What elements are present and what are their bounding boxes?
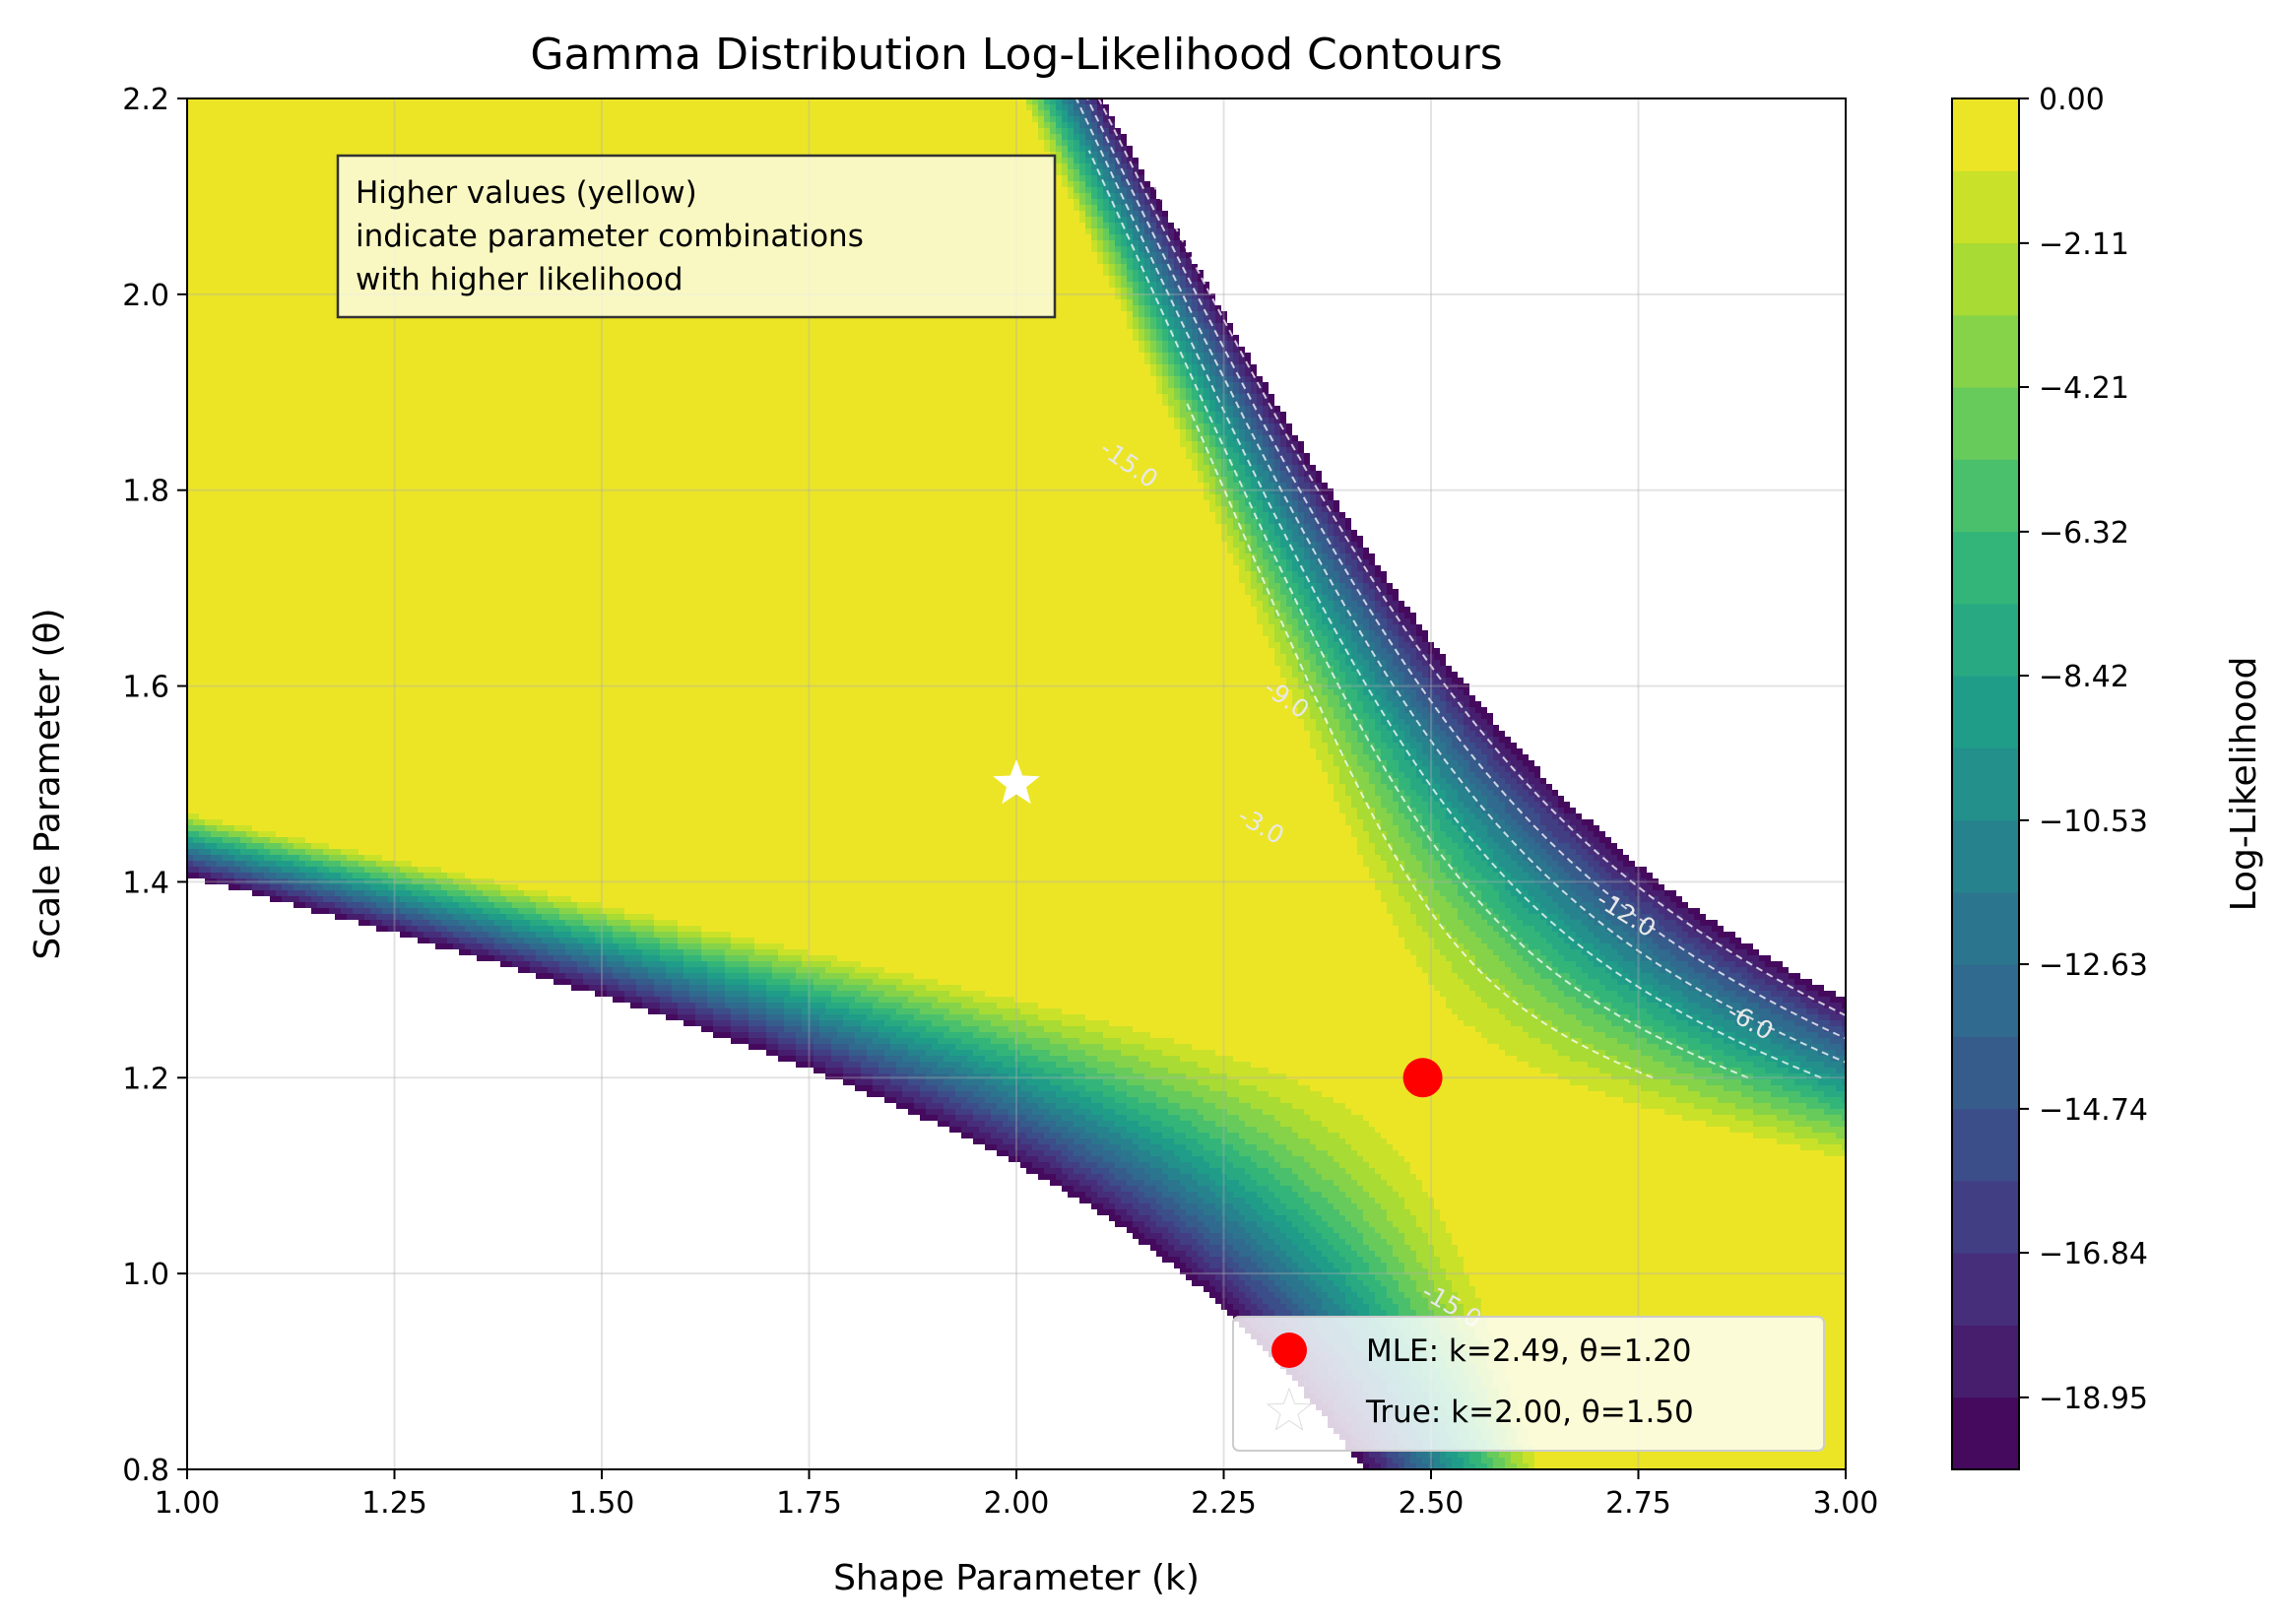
y-tick-label: 1.4 [122,866,169,900]
colorbar-ticks: 0.00 −2.11 −4.21 −6.32 −8.42 −10.53 −12.63 −14.… [2019,83,2148,1416]
y-tick-label: 2.2 [122,83,169,117]
mle-marker [1402,1058,1443,1098]
legend-true-label: True: k=2.00, θ=1.50 [1365,1395,1694,1430]
markers [993,759,1443,1098]
x-tick-label: 3.00 [1813,1486,1879,1521]
plot-area: -15.0-9.0-3.0-12.0-6.0-15.0 [187,98,1846,1469]
colorbar-band [1952,676,2019,748]
contour-lines [1075,98,1846,1079]
chart-title: Gamma Distribution Log-Likelihood Contou… [530,30,1502,80]
colorbar-band [1952,891,2019,965]
colorbar: 0.00 −2.11 −4.21 −6.32 −8.42 −10.53 −12.63 −14.… [1951,83,2264,1470]
colorbar-band [1952,1036,2019,1110]
colorbar-band [1952,1108,2019,1182]
legend-mle-marker [1271,1332,1307,1368]
y-tick-label: 1.0 [122,1258,169,1292]
colorbar-band [1952,603,2019,677]
colorbar-tick-label: −8.42 [2039,660,2129,694]
colorbar-band [1952,242,2019,316]
colorbar-band [1952,314,2019,388]
legend-mle-label: MLE: k=2.49, θ=1.20 [1366,1333,1692,1369]
colorbar-band [1952,1397,2019,1470]
x-tick-label: 1.00 [155,1486,221,1521]
x-tick-label: 1.75 [776,1486,842,1521]
colorbar-tick-label: −10.53 [2039,805,2148,839]
contour-line [1108,98,1846,1017]
x-tick-label: 1.25 [361,1486,427,1521]
contour-line [1186,402,1654,1079]
colorbar-band [1952,964,2019,1037]
x-tick-label: 2.00 [984,1486,1050,1521]
legend: MLE: k=2.49, θ=1.20 True: k=2.00, θ=1.50 [1232,1316,1825,1452]
true-param-marker [993,759,1040,805]
colorbar-tick-label: −18.95 [2039,1382,2148,1416]
y-axis-label: Scale Parameter (θ) [28,608,68,959]
colorbar-band [1952,170,2019,244]
annotation-frame [336,154,1057,319]
y-tick-label: 1.2 [122,1062,169,1096]
legend-frame [1232,1316,1825,1452]
x-tick-label: 2.75 [1605,1486,1671,1521]
colorbar-label: Log-Likelihood [2224,657,2264,912]
colorbar-band [1952,819,2019,893]
annotation-box: Higher values (yellow) indicate paramete… [336,154,1057,319]
colorbar-tick-label: −16.84 [2039,1237,2148,1271]
contour-line [1085,98,1846,1064]
colorbar-band [1952,1253,2019,1326]
colorbar-band [1952,1180,2019,1254]
x-tick-label: 1.50 [569,1486,635,1521]
colorbar-band [1952,531,2019,605]
colorbar-band [1952,747,2019,821]
colorbar-band [1952,387,2019,460]
y-tick-label: 1.8 [122,475,169,509]
contour-line [1075,98,1822,1079]
colorbar-frame [1951,97,2020,1470]
x-axis-ticks: 1.00 1.25 1.50 1.75 2.00 2.25 2.50 2.75 3.00 [155,1469,1879,1521]
x-tick-label: 2.50 [1399,1486,1465,1521]
colorbar-tick-label: 0.00 [2039,83,2105,117]
y-tick-label: 1.6 [122,671,169,705]
colorbar-band [1952,98,2019,171]
annotation-line-1: Higher values (yellow) [356,175,697,211]
contour-line [1097,98,1846,1040]
colorbar-band [1952,1325,2019,1398]
x-tick-label: 2.25 [1191,1486,1257,1521]
annotation-line-3: with higher likelihood [356,262,684,297]
contour-band [187,98,1846,1469]
y-tick-label: 0.8 [122,1454,169,1488]
colorbar-bands [1952,98,2019,1470]
legend-true-marker [1266,1387,1313,1431]
colorbar-tick-label: −6.32 [2039,516,2129,551]
annotation-line-2: indicate parameter combinations [356,219,864,254]
colorbar-band [1952,459,2019,533]
colorbar-tick-label: −14.74 [2039,1093,2148,1128]
y-tick-label: 2.0 [122,279,169,313]
x-axis-label: Shape Parameter (k) [833,1558,1200,1598]
colorbar-tick-label: −2.11 [2039,227,2129,262]
colorbar-tick-label: −4.21 [2039,371,2129,406]
colorbar-tick-label: −12.63 [2039,948,2148,983]
y-axis-ticks: 0.8 1.0 1.2 1.4 1.6 1.8 2.0 2.2 [122,83,187,1488]
